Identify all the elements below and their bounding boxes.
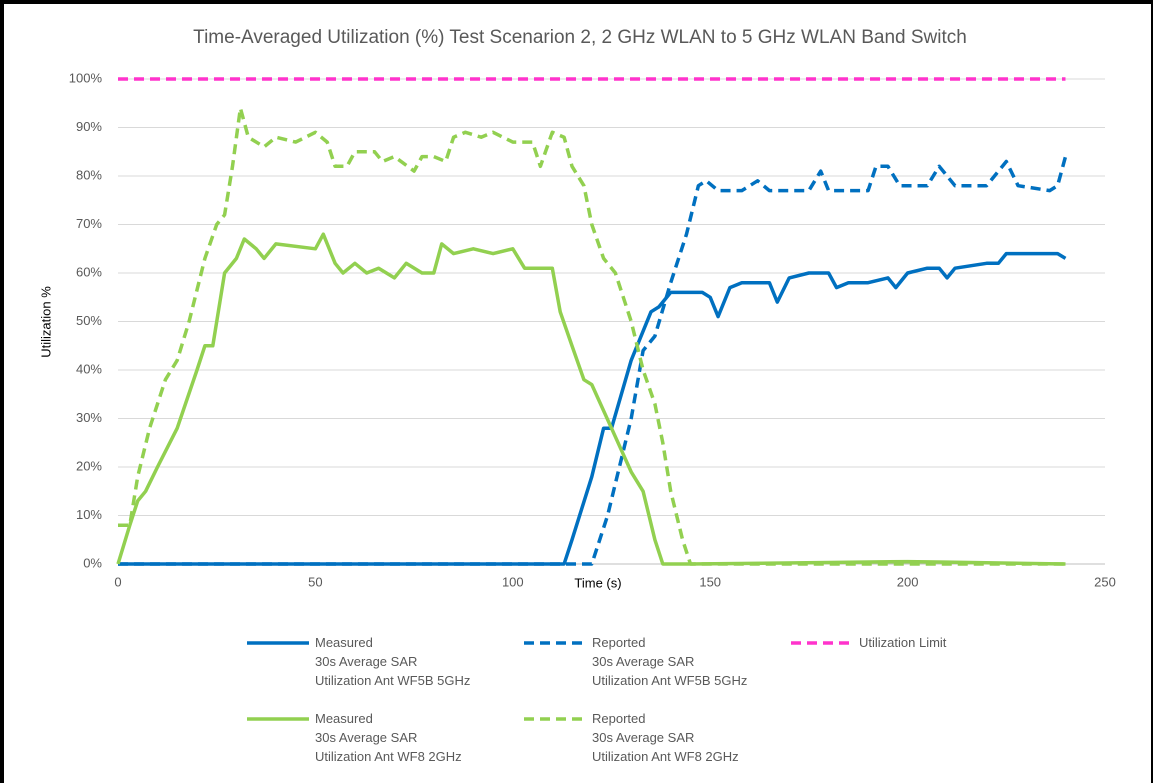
y-tick-label: 70%: [76, 216, 102, 231]
y-tick-label: 60%: [76, 264, 102, 279]
y-tick-label: 10%: [76, 507, 102, 522]
legend-entry: Measured 30s Average SAR Utilization Ant…: [315, 711, 462, 764]
x-tick-label: 200: [897, 574, 919, 589]
x-tick-label: 250: [1094, 574, 1116, 589]
y-tick-label: 40%: [76, 361, 102, 376]
legend-entry: Reported 30s Average SAR Utilization Ant…: [592, 635, 748, 688]
series-line: [118, 156, 1068, 566]
series-line: [116, 232, 1066, 566]
y-tick-label: 90%: [76, 119, 102, 134]
chart-title: Time-Averaged Utilization (%) Test Scena…: [193, 27, 967, 48]
legend-entry: Utilization Limit: [859, 635, 947, 650]
x-tick-label: 150: [699, 574, 721, 589]
x-tick-label: 100: [502, 574, 524, 589]
y-tick-label: 80%: [76, 167, 102, 182]
y-tick-label: 50%: [76, 313, 102, 328]
y-tick-label: 20%: [76, 458, 102, 473]
x-axis-label: Time (s): [574, 575, 621, 590]
series-line: [118, 251, 1067, 566]
y-axis-label: Utilization %: [38, 286, 53, 358]
series-line: [118, 106, 1066, 566]
x-tick-label: 0: [114, 574, 121, 589]
y-tick-label: 100%: [69, 70, 103, 85]
x-tick-label: 50: [308, 574, 322, 589]
y-tick-label: 30%: [76, 410, 102, 425]
y-tick-label: 0%: [83, 555, 102, 570]
legend-entry: Measured 30s Average SAR Utilization Ant…: [315, 635, 471, 688]
legend-entry: Reported 30s Average SAR Utilization Ant…: [592, 711, 739, 764]
